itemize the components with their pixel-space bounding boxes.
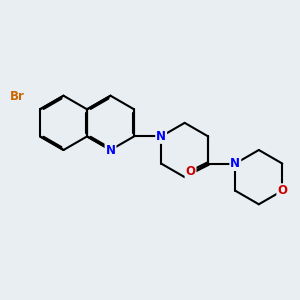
Text: N: N	[106, 143, 116, 157]
Text: O: O	[277, 184, 287, 197]
Text: Br: Br	[10, 90, 25, 103]
Text: N: N	[230, 157, 240, 170]
Text: N: N	[156, 130, 166, 143]
Text: O: O	[185, 165, 196, 178]
